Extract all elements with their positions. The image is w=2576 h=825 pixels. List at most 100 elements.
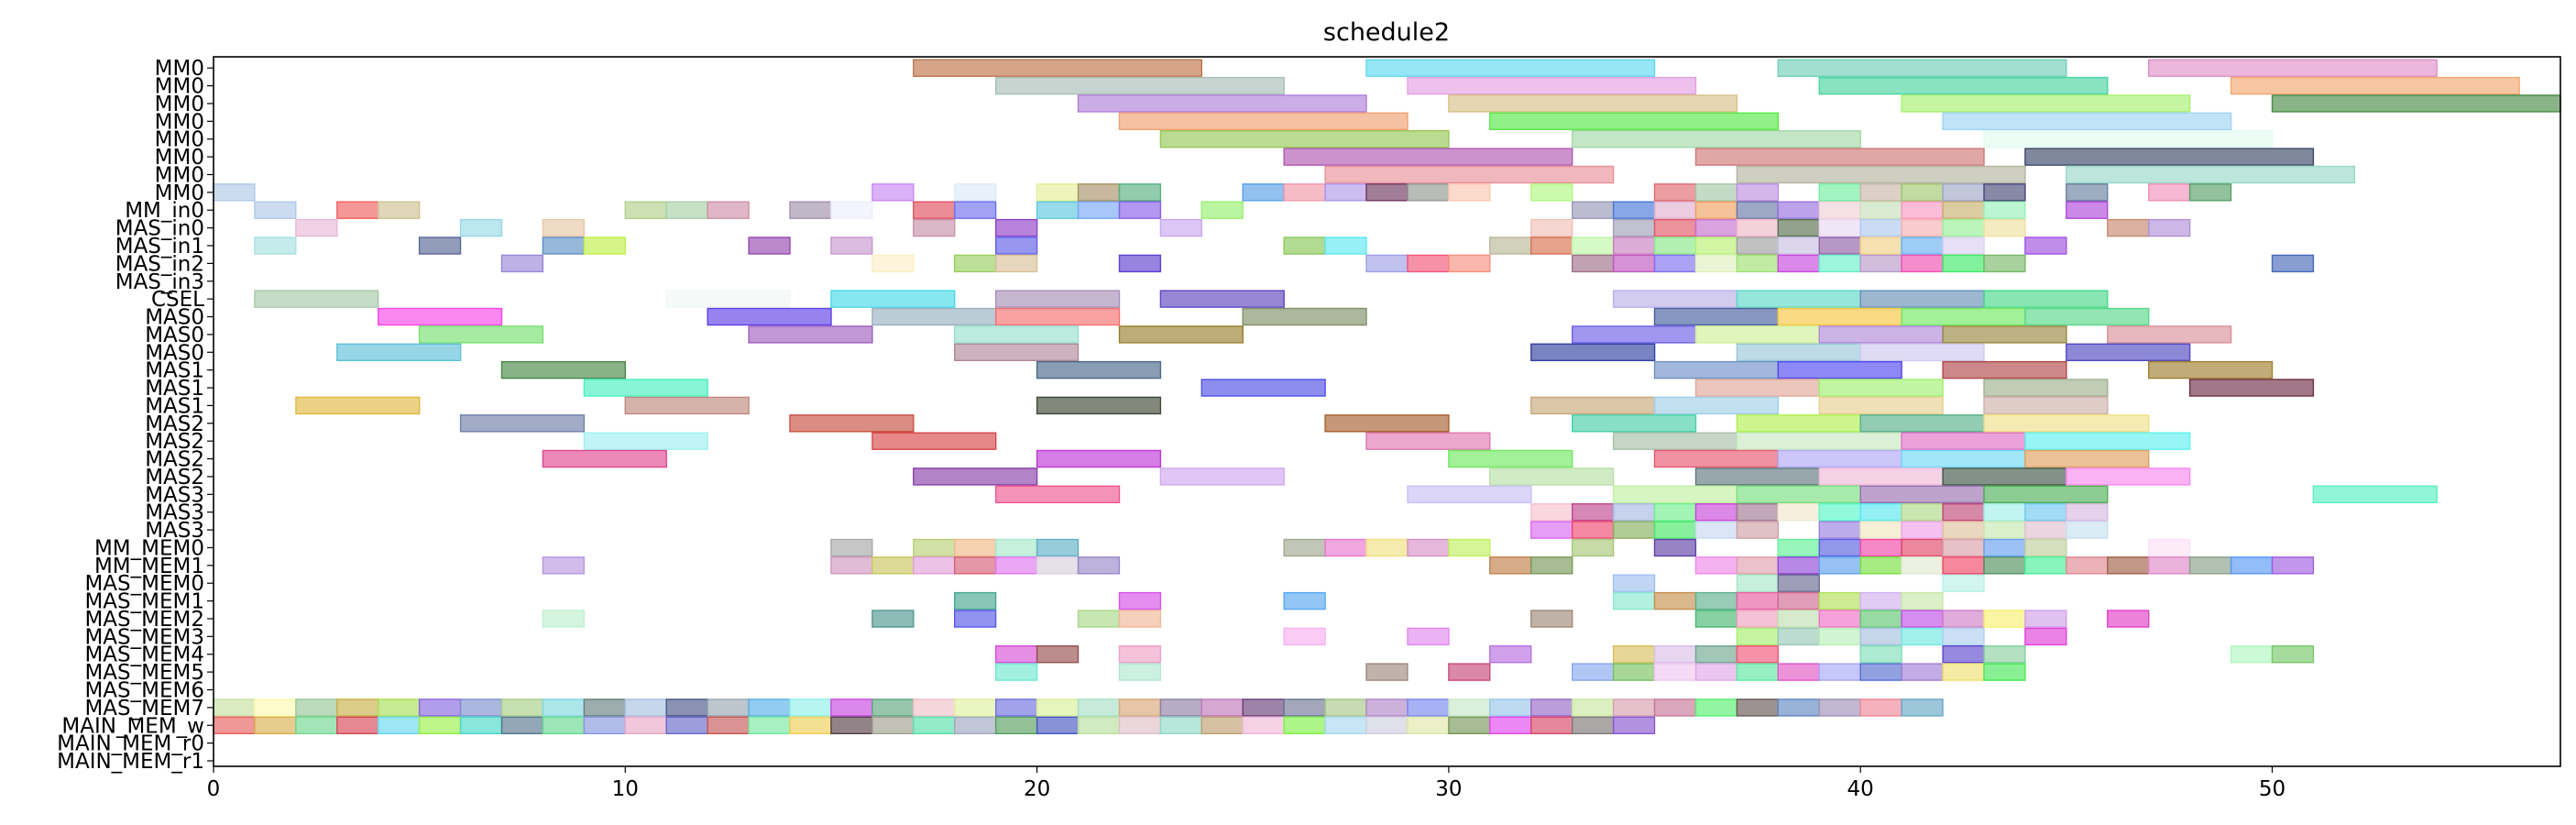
task-bar: [336, 698, 379, 717]
task-bar: [1571, 663, 1615, 681]
task-bar: [1694, 236, 1738, 255]
task-bar: [953, 201, 997, 219]
task-bar: [1200, 716, 1244, 734]
task-bar: [2271, 556, 2315, 575]
task-bar: [994, 236, 1038, 255]
task-bar: [1612, 521, 1656, 539]
task-bar: [913, 556, 956, 575]
x-tick-label: 0: [207, 777, 221, 801]
task-bar: [1736, 290, 1861, 308]
task-bar: [500, 360, 627, 380]
task-bar: [1818, 236, 1861, 255]
task-bar: [583, 379, 708, 397]
task-bar: [1612, 663, 1656, 681]
task-bar: [1653, 360, 1780, 380]
task-bar: [707, 716, 750, 734]
task-bar: [1077, 610, 1121, 628]
task-bar: [2024, 538, 2067, 557]
task-bar: [1983, 503, 2026, 522]
task-bar: [2024, 307, 2150, 326]
task-bar: [583, 236, 627, 255]
task-bar: [1283, 716, 1326, 734]
task-bar: [1859, 698, 1902, 717]
y-tick-label: MM0: [155, 146, 204, 170]
task-bar: [1942, 254, 1985, 273]
task-bar: [1694, 201, 1738, 219]
task-bar: [748, 698, 791, 717]
task-bar: [1983, 485, 2109, 503]
task-bar: [1118, 325, 1244, 344]
task-bar: [1777, 663, 1820, 681]
task-bar: [1324, 716, 1367, 734]
task-bar: [1530, 716, 1573, 734]
task-bar: [1653, 236, 1697, 255]
task-bar: [1283, 236, 1326, 255]
y-tick-label: MM0: [155, 57, 204, 81]
task-bar: [2188, 379, 2315, 397]
task-bar: [583, 716, 627, 734]
task-bar: [1818, 76, 2109, 95]
task-bar: [295, 396, 421, 415]
task-bar: [913, 716, 956, 734]
task-bar: [1530, 396, 1656, 415]
task-bar: [1777, 360, 1902, 380]
task-bar: [1118, 716, 1162, 734]
task-bar: [1859, 201, 1902, 219]
task-bar: [1612, 503, 1656, 522]
y-tick-label: MAS3: [145, 483, 204, 507]
task-bar: [213, 716, 256, 734]
task-bar: [1612, 290, 1738, 308]
y-tick-label: CSEL: [151, 288, 204, 312]
task-bar: [1859, 645, 1902, 664]
task-bar: [1694, 183, 1738, 202]
task-bar: [1036, 201, 1080, 219]
y-tick-label: MAS1: [145, 394, 204, 418]
y-tick-label: MAS_in2: [115, 252, 204, 276]
task-bar: [2066, 201, 2109, 219]
task-bar: [1200, 201, 1244, 219]
task-bar: [1818, 254, 1861, 273]
task-bar: [1612, 698, 1656, 717]
y-tick-label: MAS2: [145, 466, 204, 490]
task-bar: [2271, 645, 2315, 664]
task-bar: [1901, 94, 2191, 113]
task-bar: [378, 698, 421, 717]
task-bar: [871, 254, 915, 273]
task-bar: [500, 716, 544, 734]
task-bar: [830, 290, 956, 308]
task-bar: [1942, 468, 2067, 486]
y-tick-label: MM0: [155, 182, 204, 205]
task-bar: [1283, 591, 1326, 610]
task-bar: [1694, 610, 1738, 628]
task-bar: [1859, 414, 1985, 433]
y-tick-label: MAIN_MEM_w: [61, 714, 204, 738]
task-bar: [1859, 627, 1902, 646]
task-bar: [913, 538, 956, 557]
task-bar: [254, 236, 297, 255]
task-bar: [1736, 485, 1861, 503]
task-bar: [624, 201, 667, 219]
task-bar: [1489, 236, 1532, 255]
task-bar: [1694, 468, 1821, 486]
task-bar: [1983, 183, 2026, 202]
task-bar: [624, 716, 667, 734]
task-bar: [1983, 396, 2109, 415]
task-bar: [2066, 165, 2356, 184]
y-tick-label: MAS_MEM6: [84, 678, 204, 702]
task-bar: [1159, 716, 1203, 734]
task-bar: [1736, 556, 1780, 575]
y-tick-label: MAS_in0: [115, 217, 204, 241]
task-bar: [665, 201, 708, 219]
task-bar: [953, 325, 1080, 344]
task-bar: [2066, 521, 2109, 539]
task-bar: [1859, 503, 1902, 522]
task-bar: [1530, 521, 1573, 539]
task-bar: [1242, 307, 1367, 326]
task-bar: [913, 201, 956, 219]
task-bar: [994, 290, 1121, 308]
task-bar: [1694, 254, 1738, 273]
task-bar: [994, 556, 1038, 575]
task-bar: [1942, 503, 1985, 522]
task-bar: [1365, 538, 1409, 557]
task-bar: [1818, 183, 1861, 202]
